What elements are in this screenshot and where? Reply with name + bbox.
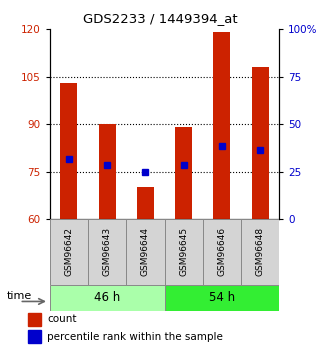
Bar [241,219,279,285]
Text: GSM96646: GSM96646 [217,227,226,276]
Text: GSM96645: GSM96645 [179,227,188,276]
Text: GDS2233 / 1449394_at: GDS2233 / 1449394_at [83,12,238,25]
Bar [164,285,279,310]
Bar [252,67,269,219]
Text: GSM96644: GSM96644 [141,227,150,276]
Text: GSM96648: GSM96648 [256,227,265,276]
Bar [88,219,126,285]
Text: 54 h: 54 h [209,291,235,304]
Bar [28,313,41,326]
Bar [213,32,230,219]
Text: 46 h: 46 h [94,291,120,304]
Text: count: count [47,315,77,324]
Bar [203,219,241,285]
Bar [60,83,77,219]
Text: GSM96642: GSM96642 [65,227,74,276]
Bar [50,285,164,310]
Text: GSM96643: GSM96643 [103,227,112,276]
Bar [99,124,116,219]
Text: time: time [6,291,32,301]
Bar [137,187,154,219]
Bar [175,127,192,219]
Bar [50,219,88,285]
Bar [28,330,41,343]
Bar [164,219,203,285]
Bar [126,219,164,285]
Text: percentile rank within the sample: percentile rank within the sample [47,332,223,342]
